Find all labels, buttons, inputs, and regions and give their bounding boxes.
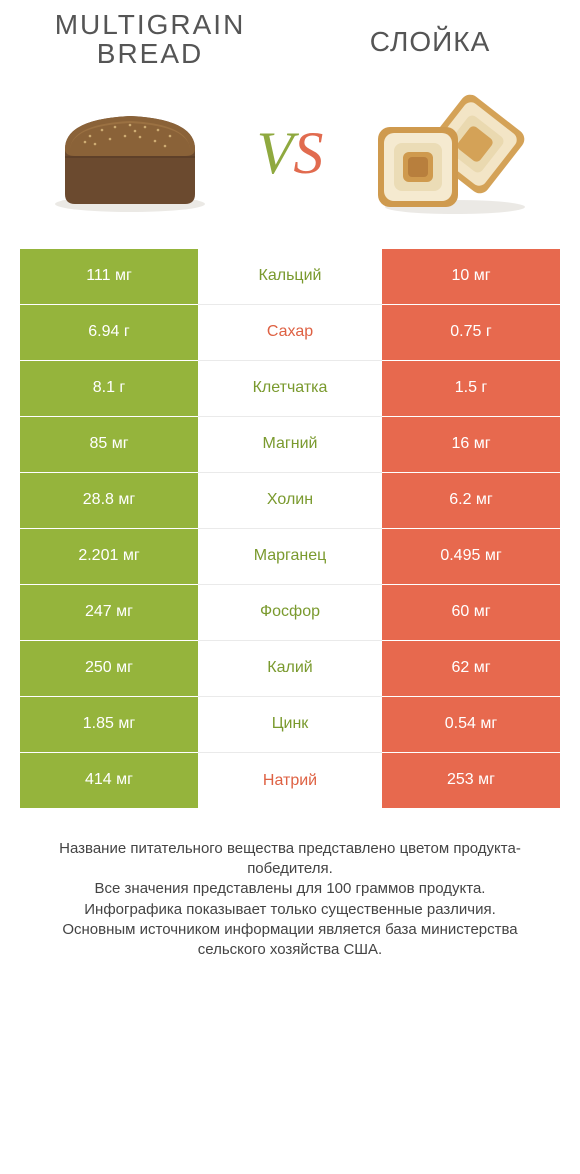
table-row: 8.1 гКлетчатка1.5 г [20, 361, 560, 417]
cell-left-value: 2.201 мг [20, 529, 198, 585]
cell-left-value: 111 мг [20, 249, 198, 305]
cell-nutrient-name: Натрий [198, 753, 382, 809]
cell-nutrient-name: Марганец [198, 529, 382, 585]
cell-right-value: 0.75 г [382, 305, 560, 361]
table-row: 111 мгКальций10 мг [20, 249, 560, 305]
cell-right-value: 253 мг [382, 753, 560, 809]
cell-right-value: 60 мг [382, 585, 560, 641]
cell-left-value: 8.1 г [20, 361, 198, 417]
cell-nutrient-name: Холин [198, 473, 382, 529]
cell-right-value: 0.54 мг [382, 697, 560, 753]
cell-right-value: 16 мг [382, 417, 560, 473]
cell-right-value: 0.495 мг [382, 529, 560, 585]
footer-line-2: Все значения представлены для 100 граммо… [28, 879, 552, 899]
images-row: VS [0, 69, 580, 249]
footer-line-4: Основным источником информации является … [28, 920, 552, 961]
cell-left-value: 250 мг [20, 641, 198, 697]
table-row: 6.94 гСахар0.75 г [20, 305, 560, 361]
header: MULTIGRAIN BREAD СЛОЙКА [0, 0, 580, 69]
cell-nutrient-name: Фосфор [198, 585, 382, 641]
vs-label: VS [257, 119, 324, 188]
comparison-table: 111 мгКальций10 мг6.94 гСахар0.75 г8.1 г… [0, 249, 580, 809]
footer-line-1: Название питательного вещества представл… [28, 839, 552, 880]
cell-left-value: 1.85 мг [20, 697, 198, 753]
cell-right-value: 10 мг [382, 249, 560, 305]
cell-left-value: 414 мг [20, 753, 198, 809]
product-image-left [30, 84, 230, 224]
vs-s: S [293, 120, 323, 186]
product-image-right [350, 84, 550, 224]
table-row: 1.85 мгЦинк0.54 мг [20, 697, 560, 753]
cell-right-value: 62 мг [382, 641, 560, 697]
table-row: 28.8 мгХолин6.2 мг [20, 473, 560, 529]
bread-icon [40, 94, 220, 214]
cell-nutrient-name: Кальций [198, 249, 382, 305]
product-title-left: MULTIGRAIN BREAD [30, 10, 270, 69]
table-row: 247 мгФосфор60 мг [20, 585, 560, 641]
footer-notes: Название питательного вещества представл… [0, 809, 580, 961]
footer-line-3: Инфографика показывает только существенн… [28, 900, 552, 920]
table-row: 250 мгКалий62 мг [20, 641, 560, 697]
pastry-icon [360, 89, 540, 219]
vs-v: V [257, 120, 294, 186]
cell-left-value: 85 мг [20, 417, 198, 473]
cell-left-value: 6.94 г [20, 305, 198, 361]
cell-right-value: 6.2 мг [382, 473, 560, 529]
cell-nutrient-name: Сахар [198, 305, 382, 361]
cell-nutrient-name: Клетчатка [198, 361, 382, 417]
cell-nutrient-name: Цинк [198, 697, 382, 753]
cell-left-value: 28.8 мг [20, 473, 198, 529]
cell-nutrient-name: Калий [198, 641, 382, 697]
product-title-right: СЛОЙКА [310, 10, 550, 58]
table-row: 414 мгНатрий253 мг [20, 753, 560, 809]
cell-right-value: 1.5 г [382, 361, 560, 417]
cell-nutrient-name: Магний [198, 417, 382, 473]
title-left-line1: MULTIGRAIN [55, 9, 246, 40]
cell-left-value: 247 мг [20, 585, 198, 641]
title-left-line2: BREAD [97, 38, 203, 69]
table-row: 2.201 мгМарганец0.495 мг [20, 529, 560, 585]
table-row: 85 мгМагний16 мг [20, 417, 560, 473]
